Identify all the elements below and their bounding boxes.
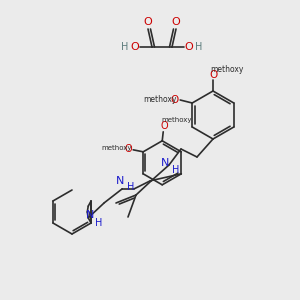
Text: H: H xyxy=(121,42,129,52)
Text: O: O xyxy=(130,42,140,52)
Text: O: O xyxy=(124,144,132,154)
Text: methoxy: methoxy xyxy=(101,145,131,151)
Text: H: H xyxy=(172,165,180,175)
Text: N: N xyxy=(116,176,124,186)
Text: O: O xyxy=(209,70,217,80)
Text: O: O xyxy=(172,17,180,27)
Text: methoxy: methoxy xyxy=(210,65,244,74)
Text: methoxy: methoxy xyxy=(161,117,191,123)
Text: O: O xyxy=(144,17,152,27)
Text: O: O xyxy=(160,121,168,131)
Text: O: O xyxy=(170,95,178,105)
Text: N: N xyxy=(86,210,94,220)
Text: O: O xyxy=(184,42,194,52)
Text: H: H xyxy=(195,42,203,52)
Text: H: H xyxy=(127,182,134,192)
Text: N: N xyxy=(161,158,169,168)
Text: H: H xyxy=(94,218,102,228)
Text: methoxy: methoxy xyxy=(143,94,177,103)
